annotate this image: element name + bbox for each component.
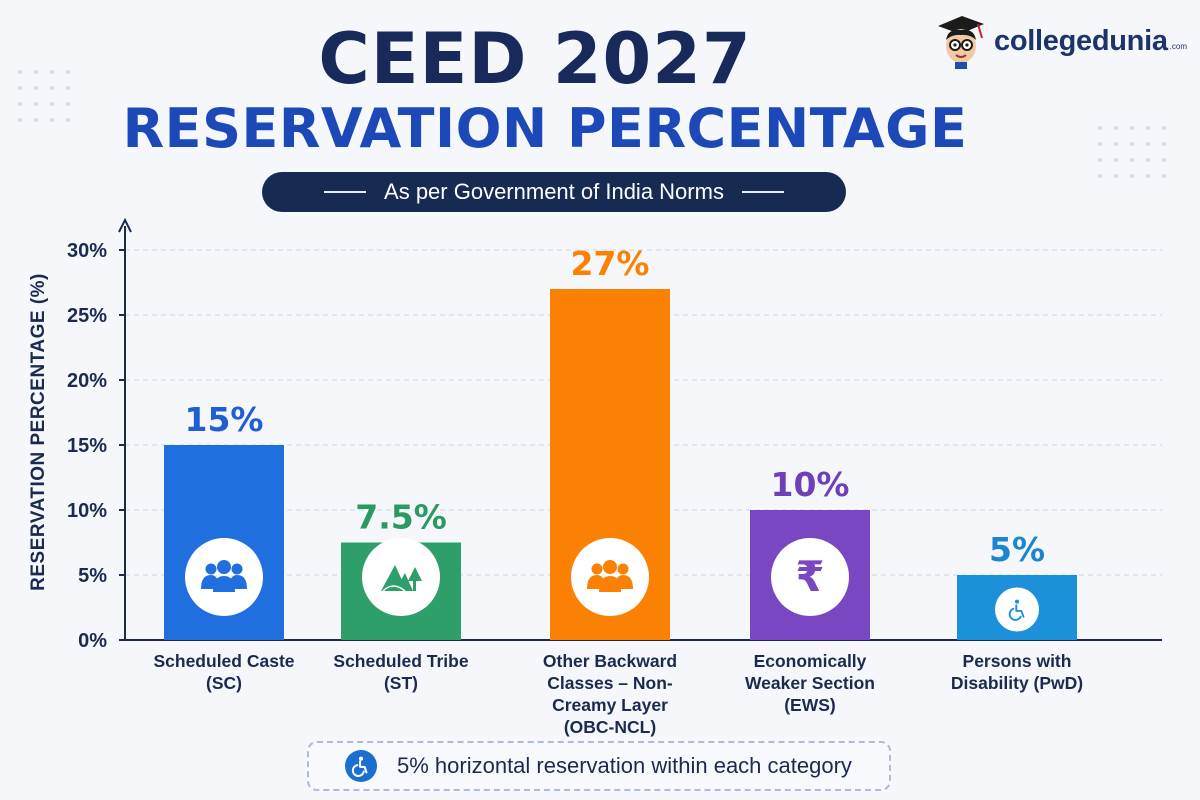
brand-logo[interactable]: collegedunia .com [934, 12, 1187, 70]
x-category-label: Disability (PwD) [951, 673, 1083, 693]
page-subtitle-heading: RESERVATION PERCENTAGE [122, 97, 968, 160]
x-category-label: (OBC-NCL) [564, 717, 656, 737]
bar-icon-circle [362, 538, 440, 616]
people-group-icon [201, 560, 247, 592]
x-category-label: Economically [754, 651, 867, 671]
x-category-label: Scheduled Caste [153, 651, 294, 671]
people-group-icon [587, 560, 633, 592]
brand-suffix: .com [1169, 41, 1188, 51]
footer-note: 5% horizontal reservation within each ca… [307, 741, 891, 791]
y-tick-label: 10% [67, 500, 107, 522]
x-category-label: Scheduled Tribe [333, 651, 468, 671]
mascot-icon [938, 16, 984, 69]
x-category-label: (EWS) [784, 695, 836, 715]
svg-text:₹: ₹ [795, 552, 824, 601]
wheelchair-icon [345, 750, 377, 782]
data-label: 5% [989, 530, 1045, 569]
decorative-dots-left [18, 70, 70, 122]
y-tick-label: 30% [67, 240, 107, 262]
data-label: 27% [571, 244, 650, 283]
y-tick-label: 20% [67, 370, 107, 392]
banner-line-left [324, 191, 367, 193]
page-title: CEED 2027 [318, 18, 752, 100]
rupee-icon: ₹ [795, 552, 824, 601]
footer-note-text: 5% horizontal reservation within each ca… [397, 753, 852, 778]
brand-name: collegedunia [994, 24, 1168, 57]
y-tick-label: 25% [67, 305, 107, 327]
x-category-label: Creamy Layer [552, 695, 668, 715]
x-category-label: Weaker Section [745, 673, 875, 693]
banner-line-right [741, 191, 784, 193]
x-category-label: Classes – Non- [547, 673, 673, 693]
y-axis-arrow [118, 217, 132, 233]
mountain-trees-icon [381, 565, 422, 592]
wheelchair-icon [1008, 599, 1025, 621]
norms-banner: As per Government of India Norms [262, 172, 846, 212]
norms-banner-text: As per Government of India Norms [384, 179, 724, 204]
x-category-label: Persons with [963, 651, 1072, 671]
bar-icon-circle [771, 538, 849, 616]
y-tick-label: 5% [78, 565, 107, 587]
data-label: 10% [771, 465, 850, 504]
y-tick-label: 15% [67, 435, 107, 457]
y-axis-label: RESERVATION PERCENTAGE (%) [28, 273, 49, 591]
data-label: 15% [185, 400, 264, 439]
x-category-label: Other Backward [543, 651, 677, 671]
decorative-dots-right [1098, 126, 1166, 178]
data-label: 7.5% [355, 498, 447, 537]
y-tick-label: 0% [78, 630, 107, 652]
x-category-label: (SC) [206, 673, 242, 693]
x-category-label: (ST) [384, 673, 418, 693]
